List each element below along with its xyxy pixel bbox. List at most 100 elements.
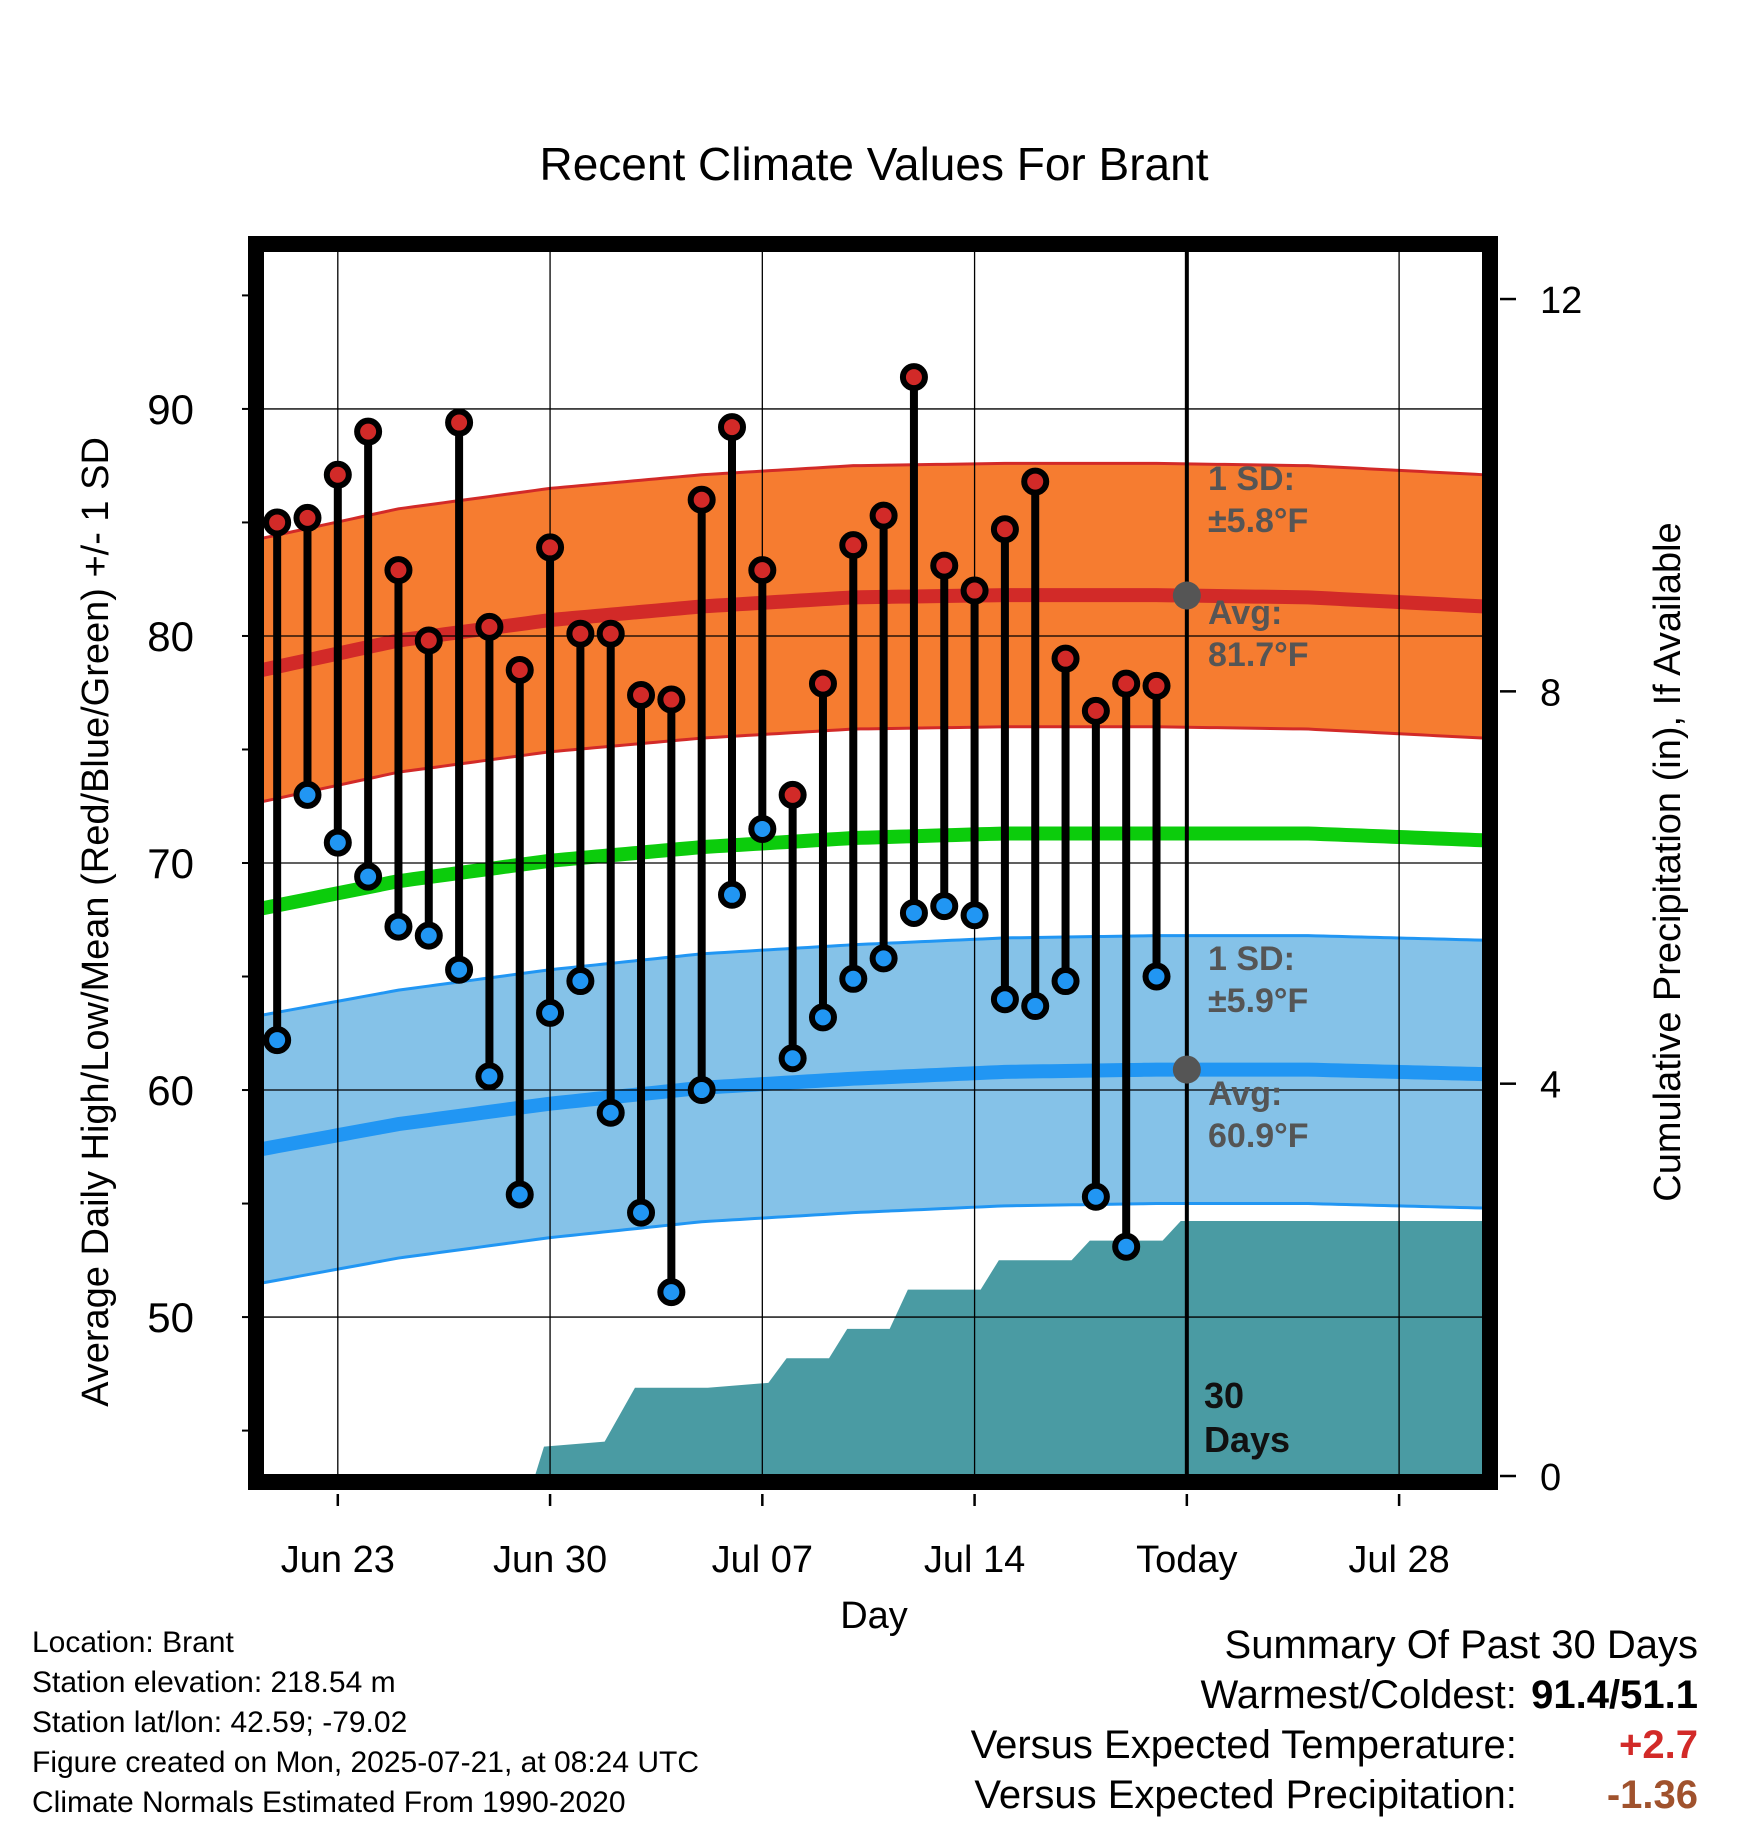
summary-panel: Summary Of Past 30 Days Warmest/Coldest:…: [971, 1620, 1698, 1820]
daily-high-point: [627, 680, 656, 709]
low-sd-value: ±5.9°F: [1208, 982, 1308, 1020]
daily-high-point: [1051, 644, 1080, 673]
x-tick-label: Today: [1136, 1539, 1237, 1581]
daily-high-point: [323, 460, 352, 489]
normals-text: Climate Normals Estimated From 1990-2020: [32, 1786, 626, 1819]
station-info: Location: Brant Station elevation: 218.5…: [32, 1623, 699, 1823]
daily-high-point: [839, 531, 868, 560]
daily-high-point: [536, 533, 565, 562]
summary-heading: Summary Of Past 30 Days: [1224, 1623, 1698, 1667]
y2-tick-label: 8: [1540, 672, 1561, 714]
daily-high-point: [718, 413, 746, 442]
daily-high-point: [475, 612, 504, 641]
y-tick-label: 80: [147, 613, 194, 660]
plot-area: 1 SD: ±5.8°F Avg: 81.7°F 1 SD: ±5.9°F Avg: 60.9…: [147, 236, 1582, 1581]
daily-low-point: [869, 944, 898, 973]
low-avg-marker: [1172, 1055, 1201, 1084]
daily-high-point: [414, 626, 443, 655]
daily-high-point: [1112, 669, 1141, 698]
daily-high-point: [930, 551, 959, 580]
warm-cold-label: Warmest/Coldest:: [1200, 1673, 1517, 1717]
daily-low-point: [687, 1076, 716, 1105]
warm-cold-value: 91.4/51.1: [1531, 1673, 1698, 1717]
location-text: Location: Brant: [32, 1626, 234, 1659]
daily-low-point: [596, 1098, 625, 1127]
precip-period-unit: Days: [1204, 1419, 1290, 1460]
daily-low-point: [930, 892, 959, 921]
daily-low-point: [1142, 962, 1171, 991]
daily-high-point: [960, 576, 989, 605]
daily-high-point: [263, 508, 292, 537]
chart-title: Recent Climate Values For Brant: [540, 138, 1209, 190]
daily-low-point: [536, 998, 565, 1027]
high-sd-value: ±5.8°F: [1208, 502, 1308, 540]
low-avg-value: 60.9°F: [1208, 1117, 1309, 1155]
x-tick-label: Jul 14: [924, 1539, 1025, 1581]
daily-low-point: [627, 1198, 656, 1227]
temp-anomaly-value: +2.7: [1619, 1723, 1698, 1767]
daily-high-point: [778, 780, 807, 809]
high-sd-band-lower-edge: [262, 725, 1483, 804]
created-text: Figure created on Mon, 2025-07-21, at 08…: [32, 1746, 700, 1779]
daily-low-point: [718, 880, 746, 909]
elevation-text: Station elevation: 218.54 m: [32, 1666, 396, 1699]
y-tick-label: 70: [147, 840, 194, 887]
daily-high-point: [869, 501, 898, 530]
daily-high-point: [505, 656, 534, 685]
daily-high-point: [748, 556, 777, 585]
daily-low-point: [778, 1044, 807, 1073]
y-tick-label: 50: [147, 1294, 194, 1341]
daily-high-point: [384, 556, 413, 585]
y2-tick-label: 0: [1540, 1457, 1561, 1499]
daily-low-point: [323, 828, 352, 857]
daily-low-point: [384, 912, 413, 941]
high-avg-line: [262, 588, 1483, 677]
daily-low-point: [1112, 1232, 1141, 1261]
daily-low-point: [839, 964, 868, 993]
daily-low-point: [960, 901, 989, 930]
plot-frame: [248, 236, 1498, 1490]
daily-low-point: [1081, 1182, 1110, 1211]
daily-high-point: [657, 685, 686, 714]
low-sd-band: [262, 935, 1483, 1284]
daily-high-point: [687, 485, 716, 514]
y2-tick-label: 12: [1540, 280, 1582, 322]
daily-high-point: [808, 669, 837, 698]
daily-high-point: [354, 417, 383, 446]
precip-anomaly-value: -1.36: [1606, 1773, 1698, 1817]
daily-high-point: [1021, 467, 1050, 496]
daily-low-point: [354, 862, 383, 891]
x-tick-label: Jun 30: [493, 1539, 607, 1581]
latlon-text: Station lat/lon: 42.59; -79.02: [32, 1706, 408, 1739]
daily-low-point: [263, 1026, 292, 1055]
y-axis-title: Average Daily High/Low/Mean (Red/Blue/Gr…: [75, 437, 117, 1407]
daily-high-point: [596, 619, 625, 648]
daily-high-point: [293, 503, 322, 532]
daily-low-point: [445, 955, 474, 984]
high-sd-band-upper-edge: [262, 461, 1483, 540]
daily-low-point: [414, 921, 443, 950]
daily-high-point: [445, 408, 474, 437]
high-avg-value: 81.7°F: [1208, 636, 1309, 674]
temp-label: Versus Expected Temperature:: [970, 1723, 1517, 1767]
high-avg-marker: [1172, 581, 1201, 610]
x-tick-label: Jun 23: [281, 1539, 395, 1581]
summary-precip: Versus Expected Precipitation: -1.36: [971, 1770, 1698, 1820]
y2-tick-label: 4: [1540, 1065, 1561, 1107]
x-tick-label: Jul 07: [712, 1539, 813, 1581]
x-tick-label: Jul 28: [1348, 1539, 1449, 1581]
high-sd-label: 1 SD:: [1208, 460, 1295, 498]
precip-area: [262, 1220, 1484, 1476]
daily-low-point: [1021, 992, 1050, 1021]
daily-low-point: [1051, 967, 1080, 996]
y-tick-label: 90: [147, 386, 194, 433]
low-sd-band-lower-edge: [262, 1202, 1483, 1285]
low-avg-line: [262, 1062, 1483, 1156]
daily-low-point: [808, 1003, 837, 1032]
daily-low-point: [657, 1278, 686, 1307]
daily-low-point: [505, 1180, 534, 1209]
daily-high-point: [566, 619, 595, 648]
daily-low-point: [293, 780, 322, 809]
daily-high-point: [1142, 671, 1171, 700]
